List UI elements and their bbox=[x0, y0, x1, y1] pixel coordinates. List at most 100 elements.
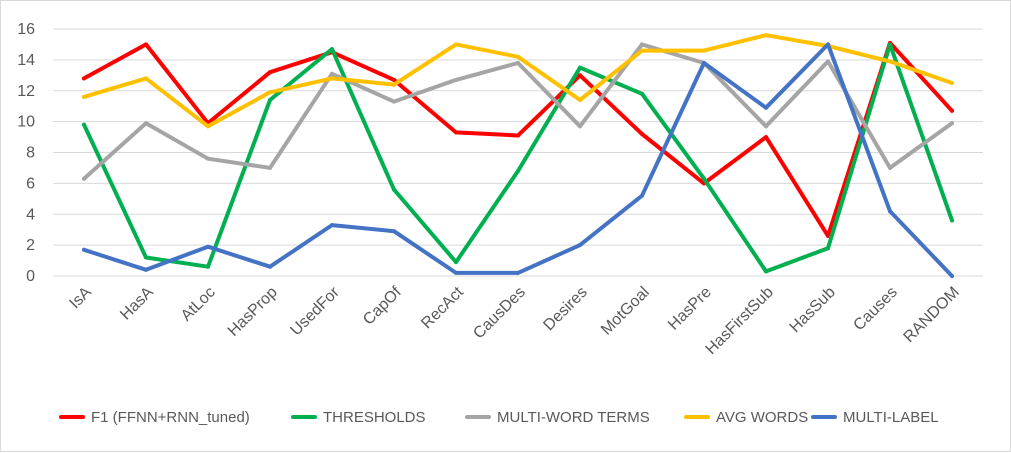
data-point bbox=[144, 42, 148, 47]
data-point bbox=[206, 124, 210, 129]
x-tick-label: UsedFor bbox=[287, 283, 343, 339]
data-point bbox=[206, 244, 210, 249]
data-point bbox=[888, 165, 892, 170]
data-point bbox=[144, 76, 148, 81]
x-axis-ticks: IsA HasA AtLoc HasProp UsedFor CapOf RecAct Cau… bbox=[66, 283, 962, 358]
data-point bbox=[516, 61, 520, 65]
data-point bbox=[950, 121, 954, 126]
data-point bbox=[268, 165, 272, 170]
data-point bbox=[268, 90, 272, 95]
data-point bbox=[82, 76, 86, 81]
data-point bbox=[144, 121, 148, 126]
x-tick-label: CapOf bbox=[360, 283, 405, 328]
data-point bbox=[206, 264, 210, 269]
data-point bbox=[206, 156, 210, 161]
data-point bbox=[454, 130, 458, 135]
x-tick-label: Causes bbox=[850, 284, 900, 334]
data-point bbox=[640, 42, 644, 47]
x-tick-label: CausDes bbox=[470, 284, 529, 343]
data-point bbox=[82, 247, 86, 252]
y-tick-label: 12 bbox=[17, 83, 35, 100]
legend-label: F1 (FFNN+RNN_tuned) bbox=[91, 409, 250, 426]
data-point bbox=[268, 98, 272, 102]
data-point bbox=[888, 59, 892, 64]
x-tick-label: RANDOM bbox=[901, 284, 963, 346]
data-point bbox=[392, 187, 396, 192]
x-tick-label: HasProp bbox=[225, 284, 281, 340]
data-point bbox=[392, 82, 396, 87]
legend-label: AVG WORDS bbox=[716, 409, 808, 426]
data-point bbox=[640, 48, 644, 53]
data-point bbox=[516, 270, 520, 275]
data-point bbox=[330, 71, 334, 76]
gridlines bbox=[53, 28, 983, 277]
data-point bbox=[826, 59, 830, 64]
series-lines bbox=[82, 33, 954, 278]
data-point bbox=[330, 47, 334, 52]
legend-label: THRESHOLDS bbox=[323, 409, 426, 426]
data-point bbox=[826, 246, 830, 251]
x-tick-label: IsA bbox=[66, 284, 95, 313]
data-point bbox=[888, 209, 892, 214]
data-point bbox=[764, 269, 768, 274]
data-point bbox=[268, 264, 272, 269]
data-point bbox=[82, 94, 86, 99]
legend-label: MULTI-LABEL bbox=[843, 409, 939, 426]
data-point bbox=[144, 255, 148, 260]
legend-label: MULTI-WORD TERMS bbox=[497, 409, 650, 426]
series-line-0 bbox=[82, 40, 954, 238]
data-point bbox=[454, 77, 458, 82]
data-point bbox=[888, 42, 892, 47]
x-tick-label: HasA bbox=[117, 284, 157, 324]
data-point bbox=[640, 132, 644, 136]
data-point bbox=[82, 176, 86, 181]
y-tick-label: 14 bbox=[17, 52, 35, 69]
data-point bbox=[578, 124, 582, 129]
data-point bbox=[330, 76, 334, 81]
data-point bbox=[764, 105, 768, 110]
y-tick-label: 10 bbox=[17, 114, 35, 131]
x-tick-label: RecAct bbox=[418, 283, 467, 332]
y-tick-label: 6 bbox=[26, 175, 35, 192]
data-point bbox=[392, 229, 396, 234]
data-point bbox=[82, 122, 86, 127]
y-tick-label: 2 bbox=[26, 237, 35, 254]
data-point bbox=[640, 91, 644, 96]
data-point bbox=[764, 135, 768, 140]
x-tick-label: AtLoc bbox=[178, 284, 219, 325]
data-point bbox=[702, 61, 706, 65]
legend: F1 (FFNN+RNN_tuned) THRESHOLDS MULTI-WORD … bbox=[59, 409, 939, 426]
x-tick-label: HasSub bbox=[787, 284, 839, 336]
data-point bbox=[950, 108, 954, 113]
data-point bbox=[516, 169, 520, 173]
data-point bbox=[578, 243, 582, 248]
x-tick-label: Desires bbox=[540, 284, 590, 334]
data-point bbox=[950, 218, 954, 223]
data-point bbox=[578, 98, 582, 102]
y-tick-label: 16 bbox=[17, 21, 35, 38]
y-tick-label: 4 bbox=[26, 206, 35, 223]
y-axis-ticks: 0 2 4 6 8 10 12 14 16 bbox=[17, 21, 35, 285]
data-point bbox=[950, 274, 954, 278]
data-point bbox=[702, 176, 706, 181]
data-point bbox=[826, 233, 830, 238]
data-point bbox=[702, 48, 706, 53]
y-tick-label: 0 bbox=[26, 268, 35, 285]
data-point bbox=[454, 260, 458, 265]
data-point bbox=[950, 81, 954, 85]
data-point bbox=[392, 77, 396, 82]
data-point bbox=[516, 54, 520, 59]
data-point bbox=[640, 193, 644, 198]
data-point bbox=[516, 133, 520, 138]
data-point bbox=[578, 73, 582, 78]
data-point bbox=[330, 223, 334, 228]
data-point bbox=[454, 270, 458, 275]
data-point bbox=[144, 267, 148, 272]
data-point bbox=[268, 70, 272, 75]
x-tick-label: MotGoal bbox=[598, 284, 653, 339]
data-point bbox=[392, 99, 396, 104]
data-point bbox=[826, 42, 830, 47]
y-tick-label: 8 bbox=[26, 145, 35, 162]
